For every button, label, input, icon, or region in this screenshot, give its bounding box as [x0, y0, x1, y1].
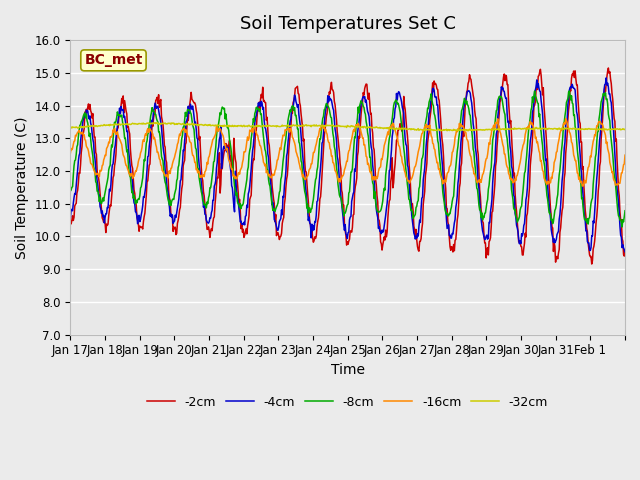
-32cm — [406, 126, 413, 132]
-4cm — [282, 169, 290, 175]
Line: -4cm: -4cm — [70, 78, 625, 252]
-2cm — [605, 65, 612, 71]
-4cm — [436, 133, 444, 139]
-2cm — [132, 199, 140, 205]
-8cm — [618, 224, 626, 230]
-4cm — [602, 75, 610, 81]
-8cm — [566, 88, 573, 94]
-32cm — [154, 120, 161, 125]
-2cm — [621, 249, 629, 255]
Legend: -2cm, -4cm, -8cm, -16cm, -32cm: -2cm, -4cm, -8cm, -16cm, -32cm — [142, 391, 553, 414]
-2cm — [234, 180, 241, 185]
Line: -2cm: -2cm — [70, 68, 625, 264]
-16cm — [405, 178, 413, 184]
-8cm — [132, 201, 140, 206]
-16cm — [436, 170, 444, 176]
Line: -8cm: -8cm — [70, 91, 625, 227]
-32cm — [621, 126, 629, 132]
-8cm — [282, 135, 290, 141]
-32cm — [262, 123, 269, 129]
-16cm — [261, 163, 269, 169]
-16cm — [67, 150, 74, 156]
-8cm — [405, 196, 413, 202]
-8cm — [261, 146, 269, 152]
-4cm — [621, 249, 629, 255]
-4cm — [234, 194, 241, 200]
Text: BC_met: BC_met — [84, 53, 143, 67]
-4cm — [405, 173, 413, 179]
-2cm — [405, 157, 413, 163]
-16cm — [234, 174, 241, 180]
-4cm — [261, 124, 269, 130]
-16cm — [621, 152, 629, 158]
X-axis label: Time: Time — [331, 363, 365, 377]
-4cm — [67, 215, 74, 221]
-8cm — [621, 208, 629, 214]
-2cm — [436, 107, 444, 112]
-8cm — [234, 199, 241, 204]
-4cm — [132, 209, 140, 215]
-32cm — [132, 121, 140, 127]
-32cm — [464, 128, 472, 133]
-32cm — [436, 127, 444, 133]
-2cm — [67, 218, 74, 224]
Line: -32cm: -32cm — [70, 122, 625, 131]
-32cm — [67, 125, 74, 131]
Y-axis label: Soil Temperature (C): Soil Temperature (C) — [15, 116, 29, 259]
Line: -16cm: -16cm — [70, 119, 625, 186]
-8cm — [67, 188, 74, 194]
-8cm — [436, 158, 444, 164]
-16cm — [132, 168, 140, 174]
Title: Soil Temperatures Set C: Soil Temperatures Set C — [240, 15, 456, 33]
-16cm — [282, 128, 290, 133]
-16cm — [579, 183, 587, 189]
-2cm — [261, 100, 269, 106]
-32cm — [283, 123, 291, 129]
-2cm — [282, 185, 290, 191]
-16cm — [562, 116, 570, 121]
-32cm — [234, 123, 242, 129]
-2cm — [588, 261, 596, 267]
